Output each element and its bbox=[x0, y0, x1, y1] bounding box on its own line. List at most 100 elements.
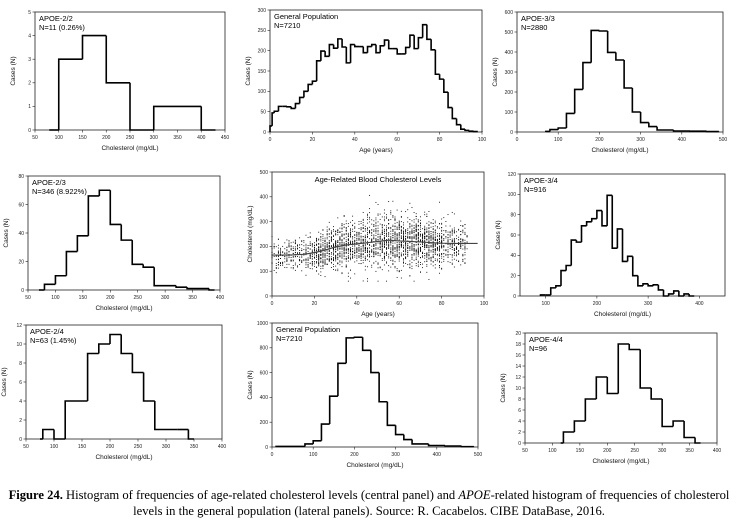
scatter-point bbox=[364, 244, 366, 246]
scatter-point bbox=[339, 260, 341, 262]
scatter-point bbox=[443, 240, 445, 242]
scatter-point bbox=[398, 232, 400, 233]
scatter-point bbox=[311, 258, 313, 260]
scatter-point bbox=[383, 245, 385, 247]
scatter-point bbox=[407, 247, 409, 248]
scatter-point bbox=[396, 276, 398, 278]
scatter-point bbox=[350, 247, 351, 249]
scatter-point bbox=[337, 240, 339, 242]
scatter-point bbox=[318, 264, 320, 266]
histogram-bin bbox=[421, 23, 427, 38]
scatter-point bbox=[290, 260, 292, 262]
histogram-bin bbox=[404, 46, 410, 54]
scatter-point bbox=[464, 252, 466, 254]
scatter-point bbox=[390, 247, 392, 249]
scatter-point bbox=[360, 241, 362, 243]
scatter-point bbox=[441, 241, 443, 243]
scatter-point bbox=[320, 252, 322, 253]
scatter-point bbox=[388, 228, 390, 230]
scatter-point bbox=[407, 247, 409, 249]
scatter-point bbox=[381, 224, 383, 226]
histogram-bin bbox=[320, 423, 330, 441]
scatter-point bbox=[420, 240, 421, 242]
scatter-point bbox=[330, 267, 332, 268]
scatter-point bbox=[371, 235, 373, 237]
y-tick-label: 40 bbox=[18, 231, 24, 237]
scatter-point bbox=[328, 229, 330, 231]
histogram-apoe22: 50 100 150 200 250 300 350 400 450012345Choleste… bbox=[10, 10, 229, 152]
scatter-point bbox=[447, 241, 449, 243]
scatter-point bbox=[396, 209, 398, 211]
scatter-point bbox=[316, 249, 318, 251]
scatter-point bbox=[396, 242, 398, 244]
scatter-point bbox=[462, 241, 464, 243]
scatter-point bbox=[369, 238, 371, 240]
scatter-point bbox=[297, 252, 298, 254]
scatter-point bbox=[362, 212, 364, 213]
scatter-point bbox=[375, 253, 377, 254]
scatter-point bbox=[309, 268, 311, 269]
scatter-point bbox=[426, 227, 428, 229]
scatter-point bbox=[322, 260, 324, 262]
scatter-point bbox=[356, 249, 358, 251]
scatter-point bbox=[373, 245, 375, 247]
scatter-point bbox=[373, 262, 375, 264]
scatter-point bbox=[409, 275, 411, 277]
scatter-point bbox=[456, 231, 457, 233]
scatter-point bbox=[415, 228, 417, 230]
x-tick-label: 200 bbox=[603, 448, 612, 454]
scatter-point bbox=[373, 234, 375, 236]
scatter-point bbox=[330, 236, 332, 238]
scatter-point bbox=[373, 255, 375, 257]
scatter-title: Age-Related Blood Cholesterol Levels bbox=[315, 175, 442, 184]
scatter-point bbox=[373, 253, 375, 255]
histogram-bin bbox=[307, 83, 313, 92]
scatter-point bbox=[375, 238, 377, 240]
scatter-point bbox=[388, 244, 390, 246]
x-tick-label: 300 bbox=[162, 444, 171, 450]
scatter-point bbox=[369, 247, 371, 249]
histogram-bin bbox=[451, 107, 457, 120]
scatter-point bbox=[354, 244, 356, 246]
scatter-point bbox=[328, 246, 330, 248]
scatter-point bbox=[320, 240, 322, 242]
scatter-point bbox=[377, 213, 379, 215]
scatter-point bbox=[339, 252, 341, 254]
scatter-point bbox=[330, 252, 332, 254]
y-tick-label: 100 bbox=[508, 192, 517, 198]
scatter-point bbox=[458, 261, 460, 263]
histogram-bin bbox=[81, 34, 107, 60]
scatter-point bbox=[441, 218, 443, 220]
scatter-point bbox=[417, 225, 419, 227]
scatter-point bbox=[377, 254, 379, 256]
scatter-point bbox=[316, 270, 318, 272]
scatter-point bbox=[456, 254, 457, 256]
scatter-point bbox=[415, 216, 417, 218]
scatter-point bbox=[364, 257, 366, 259]
scatter-point bbox=[422, 236, 424, 238]
y-tick-label: 14 bbox=[515, 364, 521, 370]
histogram-bin bbox=[411, 439, 429, 445]
scatter-point bbox=[379, 237, 381, 239]
scatter-point bbox=[339, 251, 341, 253]
scatter-point bbox=[396, 239, 398, 241]
scatter-point bbox=[362, 218, 364, 220]
scatter-point bbox=[354, 261, 356, 263]
scatter-point bbox=[273, 243, 275, 245]
scatter-point bbox=[439, 260, 440, 262]
scatter-point bbox=[390, 238, 392, 240]
scatter-point bbox=[432, 229, 434, 230]
scatter-point bbox=[394, 253, 396, 255]
scatter-point bbox=[341, 246, 343, 248]
x-tick-label: 150 bbox=[79, 295, 88, 301]
scatter-point bbox=[324, 258, 326, 260]
histogram-bin bbox=[320, 50, 326, 61]
scatter-point bbox=[333, 243, 334, 245]
histogram-bin bbox=[642, 283, 649, 286]
scatter-point bbox=[367, 232, 368, 233]
scatter-point bbox=[326, 252, 328, 254]
scatter-point bbox=[407, 228, 409, 230]
scatter-point bbox=[377, 247, 379, 249]
histogram-bin bbox=[396, 48, 402, 55]
x-tick-label: 400 bbox=[713, 448, 722, 454]
